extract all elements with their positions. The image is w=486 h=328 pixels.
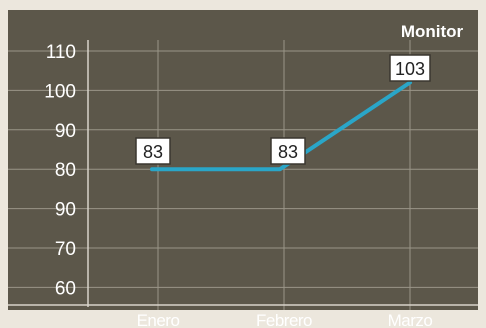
y-tick-label: 60 [55,278,76,299]
data-label: 83 [135,137,171,165]
x-tick-labels: Enero Febrero Marzo [137,311,433,328]
y-tick-label: 70 [55,239,76,260]
x-tick-label: Marzo [388,311,433,328]
x-tick-label: Febrero [256,311,312,328]
series-line-monitor [150,80,412,172]
x-tick-label: Enero [137,311,180,328]
data-labels: 83 83 103 [135,54,431,165]
series-name-monitor: Monitor [401,22,464,41]
data-label: 83 [270,137,306,165]
data-label-value: 83 [143,142,163,162]
y-tick-label: 100 [44,81,76,102]
y-tick-label: 90 [55,121,76,142]
data-label-value: 83 [278,142,298,162]
y-tick-label: 110 [46,42,76,63]
axes [8,40,478,307]
data-label-box [389,54,431,82]
y-tick-label: 80 [55,160,76,181]
data-label-box [135,137,171,165]
data-label-value: 103 [395,59,425,79]
data-label: 103 [389,54,431,82]
series-monitor [150,80,412,172]
y-tick-label: 90 [55,200,76,221]
y-tick-labels: 110 100 90 80 90 70 60 [44,42,76,299]
data-label-box [270,137,306,165]
grid-lines [8,40,478,310]
